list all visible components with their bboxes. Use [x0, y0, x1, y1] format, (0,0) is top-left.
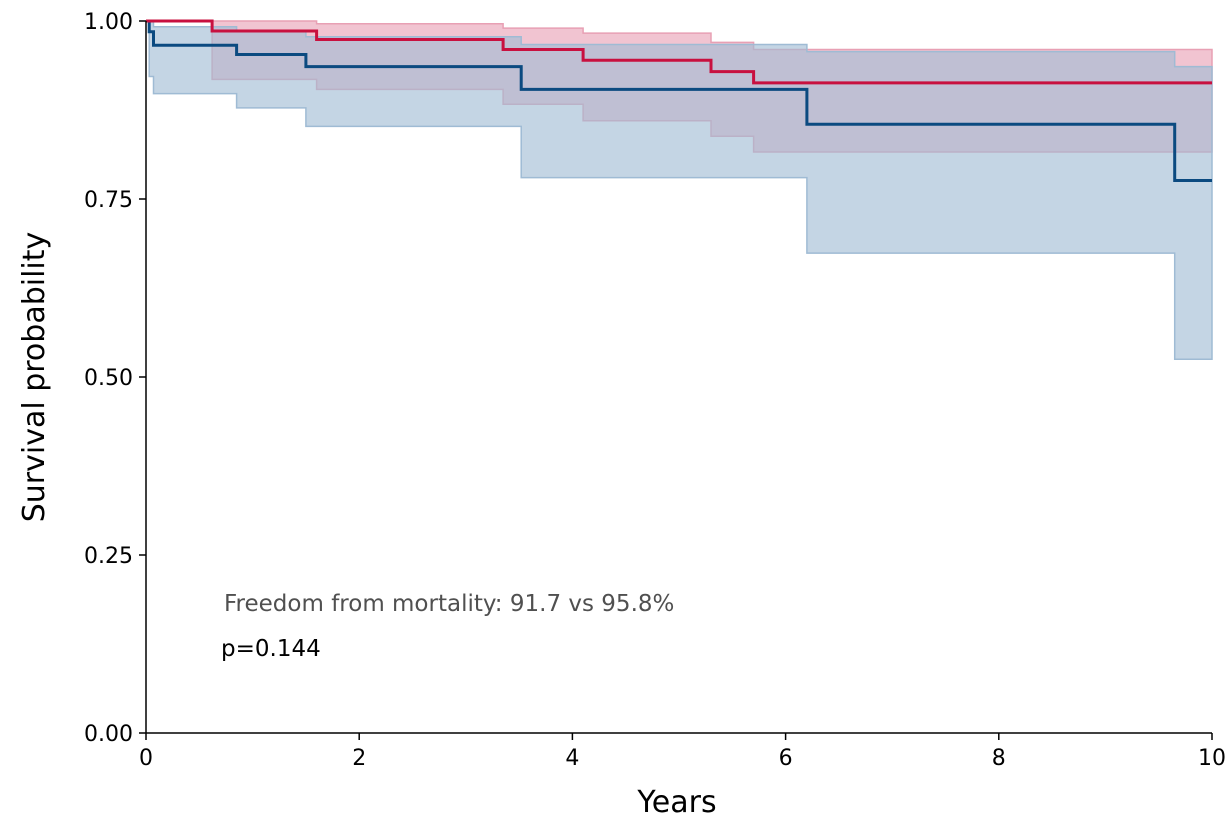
- confidence-band-2: [146, 20, 1213, 360]
- x-axis-ticks: 0 2 4 6 8 10: [139, 733, 1226, 771]
- survival-curve-2: [146, 19, 1212, 182]
- y-tick-label: 1.00: [84, 10, 133, 35]
- x-tick-label: 10: [1198, 746, 1226, 771]
- x-tick-label: 0: [139, 746, 153, 771]
- y-tick-label: 0.25: [84, 544, 133, 569]
- x-axis-title: Years: [636, 785, 716, 820]
- survival-curve-1: [146, 19, 1212, 85]
- survival-curves: [146, 19, 1212, 182]
- x-tick-label: 8: [992, 746, 1006, 771]
- confidence-bands: [146, 20, 1213, 360]
- y-axis-title: Survival probability: [17, 232, 52, 523]
- y-tick-label: 0.50: [84, 366, 133, 391]
- y-tick-label: 0.75: [84, 188, 133, 213]
- x-tick-label: 6: [779, 746, 793, 771]
- y-axis-ticks: 0.00 0.25 0.50 0.75 1.00: [84, 10, 146, 747]
- mortality-annotation: Freedom from mortality: 91.7 vs 95.8%: [224, 591, 674, 617]
- y-tick-label: 0.00: [84, 722, 133, 747]
- x-tick-label: 2: [352, 746, 366, 771]
- x-tick-label: 4: [565, 746, 579, 771]
- p-value-annotation: p=0.144: [221, 636, 321, 662]
